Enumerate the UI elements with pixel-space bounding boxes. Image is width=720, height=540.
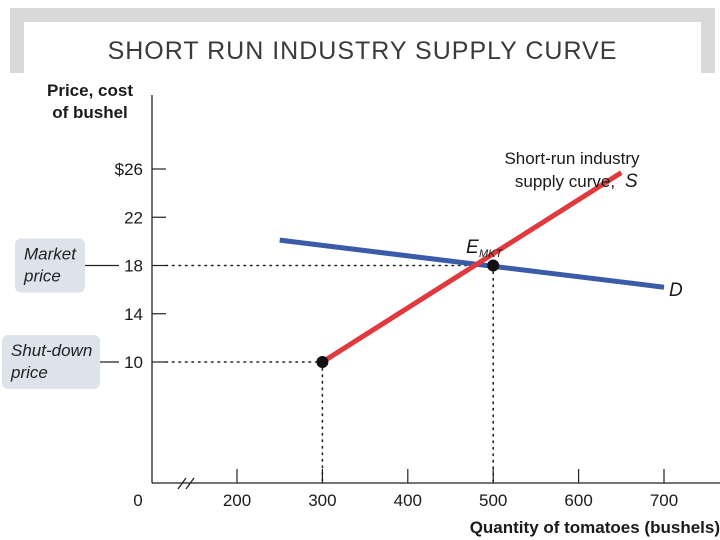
y-tick-label: 10 bbox=[124, 353, 143, 372]
market-price-box bbox=[15, 238, 85, 293]
supply-curve bbox=[321, 170, 623, 365]
x-tick-label: 200 bbox=[223, 491, 251, 510]
y-tick-label: 14 bbox=[124, 305, 143, 324]
y-axis-title: of bushel bbox=[52, 103, 128, 122]
demand-curve bbox=[279, 237, 665, 290]
axis-break-mark bbox=[185, 477, 195, 490]
x-tick-label: 600 bbox=[564, 491, 592, 510]
x-tick-label: 700 bbox=[650, 491, 678, 510]
frame-top-border bbox=[10, 8, 715, 22]
y-tick-label: $26 bbox=[115, 160, 143, 179]
market-price-box-text: Market bbox=[24, 245, 77, 264]
shutdown-point bbox=[316, 356, 329, 368]
demand-symbol: D bbox=[669, 280, 683, 301]
supply-symbol: S bbox=[625, 171, 638, 192]
equilibrium-subscript: MKT bbox=[479, 248, 504, 260]
shutdown-price-box bbox=[2, 335, 100, 389]
x-tick-label: 300 bbox=[308, 491, 336, 510]
supply-annotation-line1: Short-run industry bbox=[504, 149, 640, 168]
shutdown-price-box-text: price bbox=[10, 363, 48, 382]
market-price-box-text: price bbox=[23, 267, 61, 286]
slide-title: SHORT RUN INDUSTRY SUPPLY CURVE bbox=[24, 22, 701, 73]
y-tick-label: 18 bbox=[124, 257, 143, 276]
y-axis-title: Price, cost bbox=[47, 81, 133, 100]
shutdown-price-box-text: Shut-down bbox=[11, 341, 92, 360]
x-tick-label: 500 bbox=[479, 491, 507, 510]
axis-break-mark bbox=[177, 477, 187, 490]
equilibrium-point bbox=[487, 259, 500, 272]
x-tick-label: 0 bbox=[133, 491, 142, 510]
x-axis-title: Quantity of tomatoes (bushels) bbox=[470, 518, 720, 537]
y-tick-label: 22 bbox=[124, 208, 143, 227]
frame-left-border bbox=[10, 8, 24, 73]
equilibrium-label: E bbox=[466, 237, 479, 258]
supply-annotation-line2: supply curve, bbox=[515, 172, 615, 191]
x-tick-label: 400 bbox=[394, 491, 422, 510]
frame-right-border bbox=[701, 8, 715, 73]
